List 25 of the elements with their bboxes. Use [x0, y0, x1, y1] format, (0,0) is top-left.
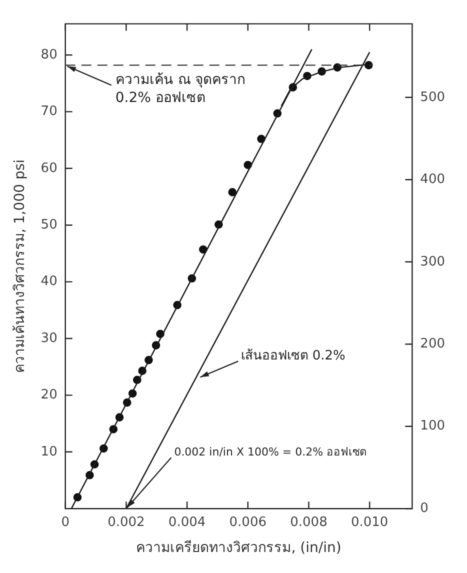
annotation: เส้นออฟเซต 0.2% [241, 348, 346, 364]
y2-tick-label: 300 [420, 254, 446, 270]
y2-tick-label: 500 [420, 90, 446, 105]
y-tick-label: 50 [40, 217, 58, 232]
y-tick-label: 30 [40, 330, 58, 346]
x-tick-label: 0.010 [350, 514, 388, 530]
x-axis-title: ความเครียดทางวิศวกรรม, (in/in) [136, 540, 342, 556]
y-tick-label: 40 [40, 274, 58, 290]
y-axis-title: ความเค้นทางวิศวกรรม, 1,000 psi [12, 159, 28, 373]
ref-line-label: ความเค้น ณ จุดคราก 0.2% ออฟเซต [115, 72, 246, 106]
x-tick-label: 0.008 [290, 514, 328, 530]
x-tick-label: 0.006 [229, 514, 266, 530]
y-tick-label: 20 [40, 388, 58, 403]
y2-tick-label: 0 [420, 500, 428, 516]
y-tick-label: 70 [40, 104, 58, 120]
x-tick-label: 0 [61, 514, 70, 530]
y-tick-label: 80 [40, 47, 58, 62]
x-tick-label: 0.004 [168, 514, 206, 530]
y-tick-label: 10 [40, 444, 58, 460]
annotation: 0.002 in/in X 100% = 0.2% ออฟเซต [174, 445, 367, 458]
y2-tick-label: 100 [420, 418, 446, 434]
y2-tick-label: 400 [420, 172, 446, 188]
y-tick-label: 60 [40, 160, 58, 176]
x-tick-label: 0.002 [108, 514, 145, 530]
y2-tick-label: 200 [420, 336, 446, 352]
